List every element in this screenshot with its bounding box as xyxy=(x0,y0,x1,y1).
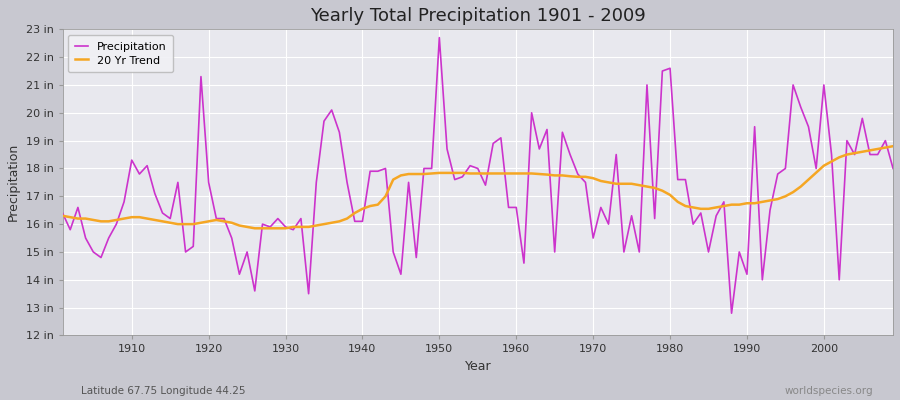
Precipitation xyxy=(518,261,529,266)
20 Yr Trend xyxy=(57,213,68,218)
Precipitation xyxy=(334,130,345,135)
Title: Yearly Total Precipitation 1901 - 2009: Yearly Total Precipitation 1901 - 2009 xyxy=(310,7,645,25)
Legend: Precipitation, 20 Yr Trend: Precipitation, 20 Yr Trend xyxy=(68,35,174,72)
20 Yr Trend xyxy=(887,144,898,148)
Precipitation xyxy=(611,152,622,157)
20 Yr Trend xyxy=(295,224,306,229)
Text: worldspecies.org: worldspecies.org xyxy=(785,386,873,396)
20 Yr Trend xyxy=(611,181,622,186)
Precipitation xyxy=(57,210,68,215)
Text: Latitude 67.75 Longitude 44.25: Latitude 67.75 Longitude 44.25 xyxy=(81,386,246,396)
20 Yr Trend xyxy=(119,216,130,221)
Precipitation xyxy=(726,311,737,316)
Precipitation xyxy=(119,200,130,204)
Y-axis label: Precipitation: Precipitation xyxy=(7,143,20,222)
Precipitation xyxy=(511,205,522,210)
Precipitation xyxy=(288,227,299,232)
Line: 20 Yr Trend: 20 Yr Trend xyxy=(62,146,893,228)
20 Yr Trend xyxy=(249,226,260,231)
X-axis label: Year: Year xyxy=(464,360,491,373)
20 Yr Trend xyxy=(342,216,353,221)
20 Yr Trend xyxy=(511,171,522,176)
Line: Precipitation: Precipitation xyxy=(62,38,893,313)
Precipitation xyxy=(434,35,445,40)
Precipitation xyxy=(887,166,898,171)
20 Yr Trend xyxy=(518,171,529,176)
